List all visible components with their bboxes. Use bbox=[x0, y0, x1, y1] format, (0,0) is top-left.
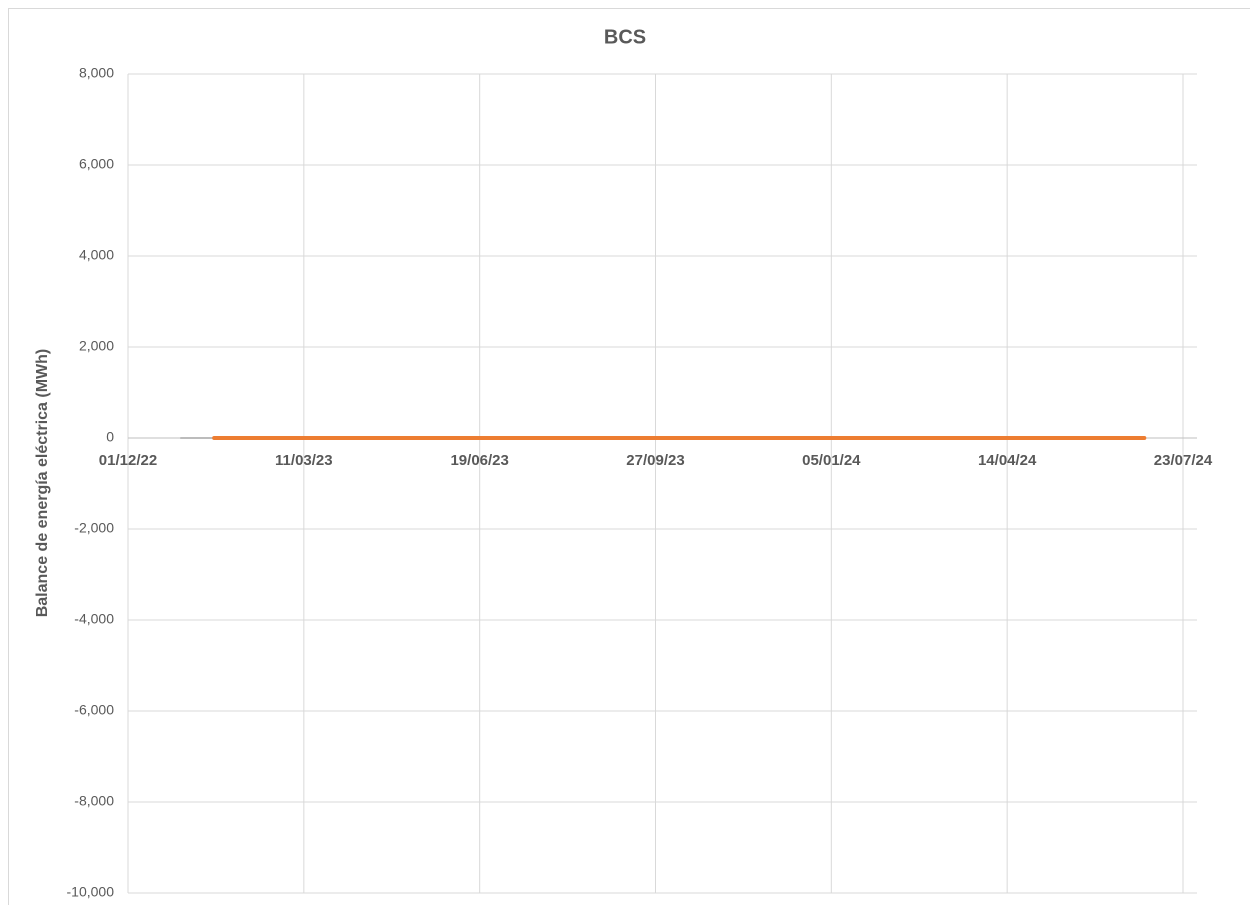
chart-title: BCS bbox=[604, 26, 646, 48]
y-tick-label: 0 bbox=[106, 429, 114, 445]
x-tick-label: 14/04/24 bbox=[978, 452, 1037, 469]
y-tick-label: -6,000 bbox=[74, 702, 114, 718]
x-tick-label: 23/07/24 bbox=[1154, 452, 1213, 469]
x-tick-label: 01/12/22 bbox=[99, 452, 157, 469]
y-tick-label: -2,000 bbox=[74, 520, 114, 536]
y-tick-label: -4,000 bbox=[74, 611, 114, 627]
x-tick-label: 11/03/23 bbox=[275, 452, 333, 469]
y-tick-label: 2,000 bbox=[79, 338, 114, 354]
y-tick-label: -10,000 bbox=[67, 884, 115, 900]
chart-frame bbox=[8, 8, 1250, 905]
x-tick-label: 27/09/23 bbox=[626, 452, 684, 469]
y-tick-label: 6,000 bbox=[79, 156, 114, 172]
y-tick-label: -8,000 bbox=[74, 793, 114, 809]
x-tick-label: 19/06/23 bbox=[450, 452, 508, 469]
y-tick-label: 4,000 bbox=[79, 247, 114, 263]
y-axis-label: Balance de energía eléctrica (MWh) bbox=[34, 349, 51, 618]
y-tick-label: 8,000 bbox=[79, 65, 114, 81]
x-tick-label: 05/01/24 bbox=[802, 452, 861, 469]
